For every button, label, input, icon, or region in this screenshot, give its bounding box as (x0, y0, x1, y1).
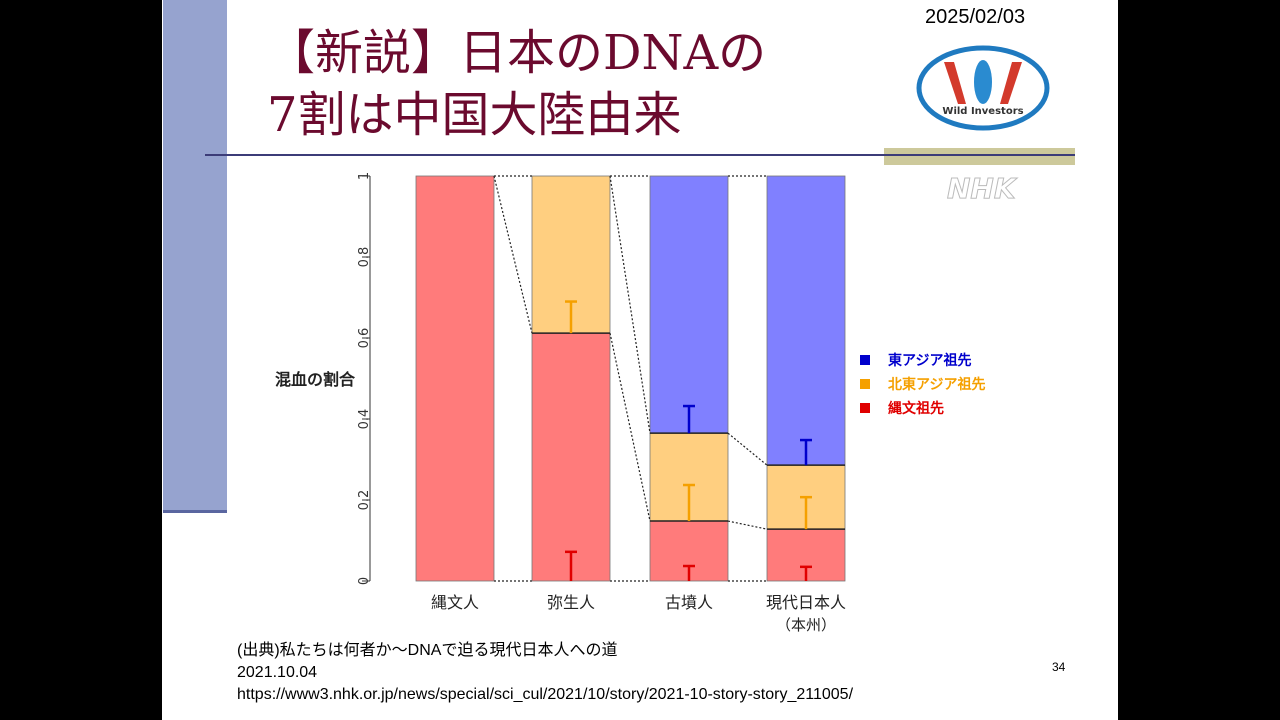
page-number: 34 (1052, 660, 1066, 674)
slide-title: 【新説】日本のDNAの 7割は中国大陸由来 (267, 22, 766, 146)
legend-label: 縄文祖先 (888, 400, 944, 417)
decorative-band (884, 148, 1075, 165)
x-tick-sublabel: （本州） (776, 616, 836, 634)
source-citation: (出典)私たちは何者か〜DNAで迫る現代日本人への道 2021.10.04 ht… (237, 640, 853, 706)
bar-segment (531, 332, 611, 582)
legend-swatch (860, 403, 870, 413)
title-line-2: 7割は中国大陸由来 (267, 87, 682, 143)
logo-text: Wild Investors (942, 106, 1023, 117)
bar-segment (766, 175, 846, 466)
source-title: (出典)私たちは何者か〜DNAで迫る現代日本人への道 (237, 642, 618, 659)
left-accent-bar (163, 0, 227, 513)
y-axis: 0 0.2 0.4 0.6 0.8 1 (357, 172, 372, 585)
source-date: 2021.10.04 (237, 664, 318, 681)
connector-line (727, 520, 768, 530)
y-axis-label: 混血の割合 (275, 370, 356, 389)
y-tick-label: 0 (357, 577, 372, 585)
connector-line (493, 175, 533, 334)
y-tick-label: 0.6 (357, 328, 372, 349)
x-tick-label: 縄文人 (431, 593, 479, 612)
source-url[interactable]: https://www3.nhk.or.jp/news/special/sci_… (237, 686, 854, 703)
legend-swatch (860, 379, 870, 389)
slide: 【新説】日本のDNAの 7割は中国大陸由来 2025/02/03 Wild Inv… (162, 0, 1118, 720)
x-tick-label: 現代日本人 (766, 593, 846, 612)
wild-investors-logo: Wild Investors (916, 45, 1050, 131)
y-tick-label: 0.2 (357, 490, 372, 511)
connector-line (609, 175, 651, 434)
y-tick-label: 1 (357, 172, 372, 180)
title-line-1: 【新説】日本のDNAの (267, 25, 767, 81)
legend-swatch (860, 355, 870, 365)
legend-label: 北東アジア祖先 (888, 376, 985, 393)
connector-line (727, 432, 768, 466)
bars: 縄文人 弥生人 古墳人 現代日本人 （本州） (415, 175, 846, 634)
bar-segment (415, 175, 495, 582)
x-tick-label: 弥生人 (547, 593, 595, 612)
x-tick-label: 古墳人 (665, 593, 713, 612)
connector-line (609, 333, 651, 522)
bar-segment (649, 175, 729, 434)
nhk-watermark: NHK (947, 172, 1017, 206)
y-tick-label: 0.8 (357, 247, 372, 268)
legend-label: 東アジア祖先 (888, 352, 971, 369)
admixture-chart: 00.20.40.60.81 縄文人 弥生人 古墳人 現代日本人（本州） 混血の割合 … (275, 172, 985, 634)
date: 2025/02/03 (925, 6, 1026, 28)
title-divider (205, 154, 1075, 156)
y-tick-label: 0.4 (357, 409, 372, 430)
